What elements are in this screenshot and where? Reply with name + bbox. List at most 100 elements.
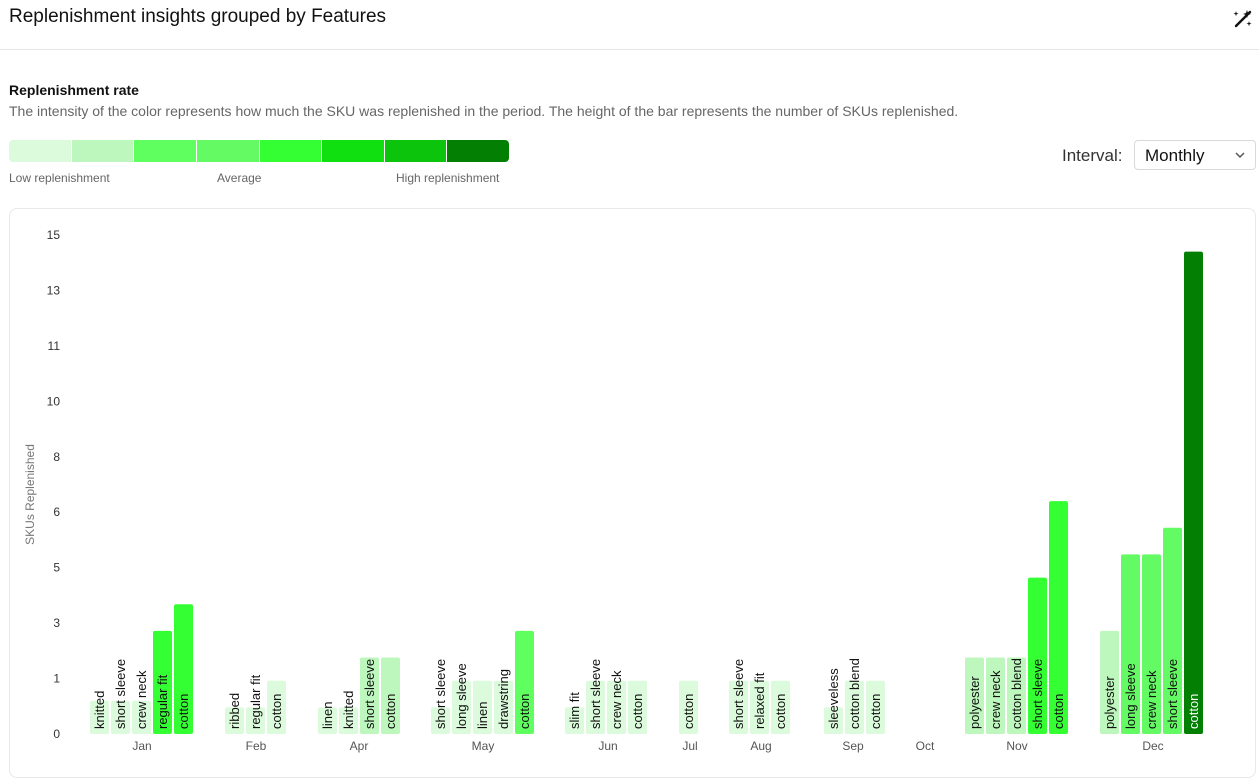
bar-label: linen (475, 702, 490, 729)
bar (318, 707, 337, 734)
bar (845, 680, 864, 734)
bar-label: cotton blend (1009, 658, 1024, 729)
bar (628, 680, 647, 734)
x-tick-label: Feb (246, 739, 267, 753)
y-tick-label: 8 (53, 450, 60, 464)
bar (494, 680, 513, 734)
color-legend-scale (9, 140, 509, 162)
bar-label: cotton (176, 694, 191, 729)
bar (174, 604, 193, 734)
legend-color-segment (71, 140, 135, 162)
bar (1121, 554, 1140, 734)
bar (965, 657, 984, 734)
bar (1007, 657, 1026, 734)
bar (515, 630, 534, 734)
x-tick-label: Sep (842, 739, 864, 753)
bar-label: short sleeve (433, 659, 448, 729)
section-description: The intensity of the color represents ho… (9, 103, 959, 119)
legend-average-label: Average (217, 171, 262, 185)
bar-label: short sleeve (1030, 659, 1045, 729)
bar-label: regular fit (155, 674, 170, 729)
bar (1184, 251, 1203, 734)
legend-high-label: High replenishment (396, 171, 500, 185)
bar-label: cotton (383, 694, 398, 729)
bar (729, 680, 748, 734)
bar-label: cotton (630, 694, 645, 729)
x-tick-label: Jun (598, 739, 617, 753)
bar (565, 707, 584, 734)
bar (360, 657, 379, 734)
y-tick-label: 10 (47, 394, 61, 408)
magic-wand-icon[interactable] (1232, 8, 1254, 30)
x-tick-label: Apr (350, 739, 369, 753)
bar (586, 680, 605, 734)
bar-label: cotton blend (847, 658, 862, 729)
bar-label: short sleeve (362, 659, 377, 729)
bar (111, 700, 130, 734)
interval-select[interactable]: Monthly (1134, 140, 1256, 170)
interval-label: Interval: (1062, 146, 1123, 165)
bar-label: crew neck (988, 670, 1003, 729)
bar (225, 707, 244, 734)
bar-label: short sleeve (1165, 659, 1180, 729)
bar-label: short sleeve (731, 659, 746, 729)
legend-color-segment (196, 140, 260, 162)
bar (90, 700, 109, 734)
bar (473, 680, 492, 734)
bar-label: cotton (681, 694, 696, 729)
bar (750, 680, 769, 734)
bar (381, 657, 400, 734)
bar (866, 680, 885, 734)
bar (339, 707, 358, 734)
page-title: Replenishment insights grouped by Featur… (9, 6, 387, 27)
chart-card: 0 1 3 5 6 8 10 11 13 15 SKUs Replenished knitted sho… (9, 208, 1256, 778)
bar (132, 700, 151, 734)
legend-color-segment (134, 140, 197, 162)
bar (679, 680, 698, 734)
bar-label: relaxed fit (752, 672, 767, 729)
y-tick-label: 0 (53, 727, 60, 741)
bar-label: regular fit (248, 674, 263, 729)
bar-label: ribbed (227, 693, 242, 729)
y-tick-label: 1 (53, 672, 60, 686)
y-tick-label: 5 (53, 561, 60, 575)
legend-low-label: Low replenishment (9, 171, 110, 185)
bar-label: sleeveless (826, 668, 841, 729)
x-tick-label: Oct (916, 739, 935, 753)
legend-color-segment (384, 140, 448, 162)
bar-label: cotton (517, 694, 532, 729)
bar (153, 630, 172, 734)
bar-label: long sleeve (454, 663, 469, 729)
bar-label: short sleeve (113, 659, 128, 729)
chevron-down-icon (1235, 152, 1245, 159)
y-tick-label: 11 (48, 339, 61, 353)
y-tick-label: 15 (47, 228, 61, 242)
bar-label: cotton (269, 694, 284, 729)
bar (1028, 577, 1047, 734)
bar (267, 680, 286, 734)
bar-label: long sleeve (1123, 663, 1138, 729)
page-header: Replenishment insights grouped by Featur… (0, 0, 1259, 50)
bar-label: crew neck (1144, 670, 1159, 729)
section-title: Replenishment rate (9, 82, 139, 98)
bar (1100, 630, 1119, 734)
bar (1163, 527, 1182, 734)
bar-label: cotton (773, 694, 788, 729)
bar (824, 707, 843, 734)
y-tick-label: 13 (47, 283, 61, 297)
bar-label: short sleeve (588, 659, 603, 729)
bar-label: polyester (1102, 676, 1117, 729)
bar-label: slim fit (567, 692, 582, 729)
bar (771, 680, 790, 734)
bar-label: cotton (1186, 694, 1201, 729)
x-tick-label: Nov (1006, 739, 1027, 753)
legend-color-segment (447, 140, 509, 162)
bar (607, 680, 626, 734)
bar (246, 707, 265, 734)
x-tick-label: Jan (132, 739, 151, 753)
legend-color-segment (9, 140, 72, 162)
bar (986, 657, 1005, 734)
bar-label: drawstring (496, 669, 511, 729)
bar-label: cotton (1051, 694, 1066, 729)
